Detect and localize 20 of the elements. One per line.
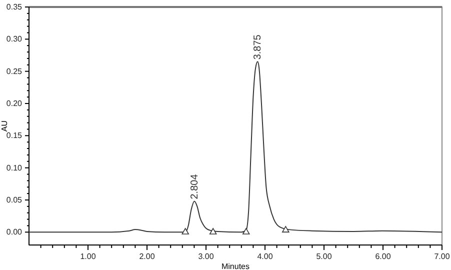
y-tick-label: 0.15 (6, 131, 23, 140)
y-tick-label: 0.00 (6, 228, 23, 237)
x-tick-label: 4.00 (257, 252, 274, 262)
y-tick-label: 0.10 (6, 163, 23, 172)
x-tick-label: 6.00 (375, 252, 392, 262)
x-tick-label: 2.00 (139, 252, 156, 262)
y-tick-label: 0.35 (6, 2, 23, 12)
annotation: 2.804 (189, 174, 200, 200)
y-tick-label: 0.20 (6, 99, 23, 108)
x-tick-label: 1.00 (80, 252, 96, 262)
x-tick-label: 5.00 (316, 252, 332, 262)
annotation: 3.875 (252, 34, 264, 60)
line-series (28, 61, 442, 233)
y-axis-title: AU (0, 120, 9, 132)
y-tick-label: 0.05 (6, 196, 23, 205)
x-tick-label: 3.00 (198, 252, 214, 262)
x-axis-title: Minutes (221, 262, 250, 270)
y-tick-label: 0.25 (6, 66, 23, 76)
x-tick-label: 7.00 (434, 252, 450, 262)
y-tick-label: 0.30 (6, 34, 23, 44)
